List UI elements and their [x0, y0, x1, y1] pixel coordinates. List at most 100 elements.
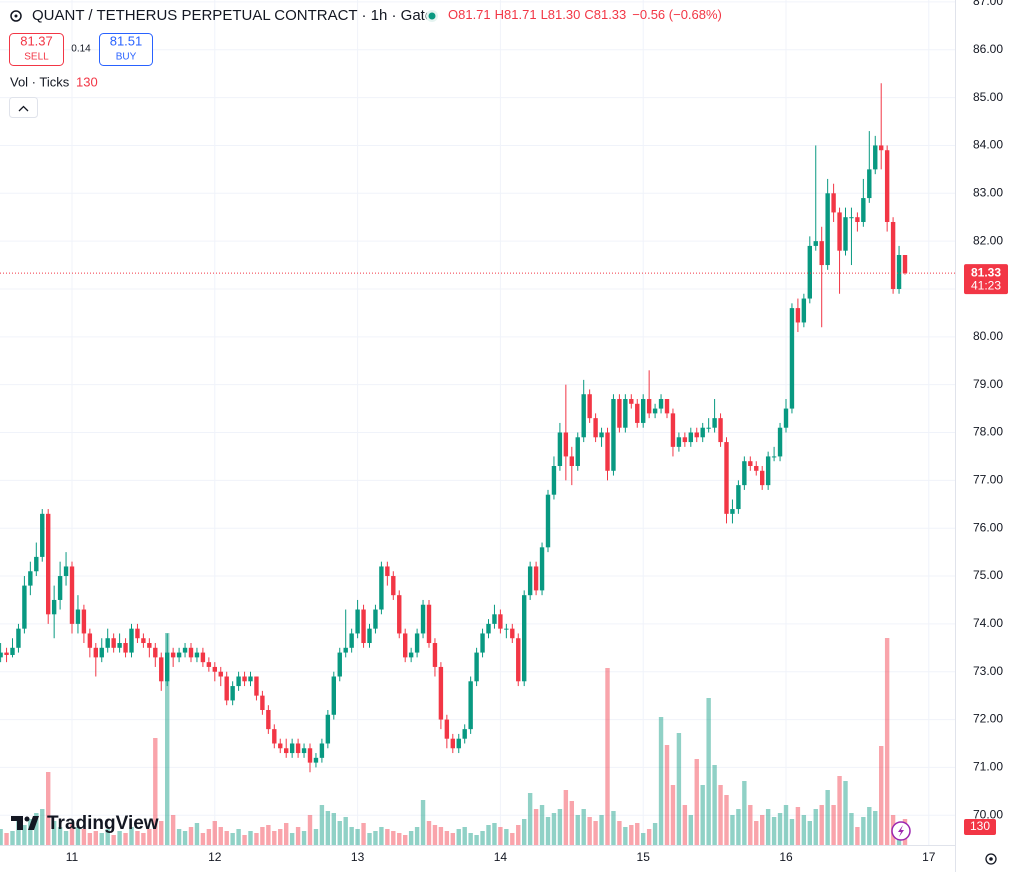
volume-bar [224, 831, 229, 845]
candle-body [444, 719, 450, 739]
volume-bar [855, 827, 860, 845]
x-tick-label: 14 [494, 850, 508, 864]
volume-bar [176, 829, 182, 845]
candle-body [403, 633, 408, 658]
volume-bar [325, 811, 331, 845]
candle-body [319, 743, 325, 758]
candle-body [569, 456, 574, 466]
candle-body [867, 169, 872, 199]
volume-bar [343, 817, 348, 845]
volume-bar [75, 827, 81, 845]
volume-bar [682, 805, 688, 845]
buy-label: BUY [116, 52, 137, 63]
volume-value: 130 [76, 74, 98, 89]
candle-body [236, 676, 241, 687]
sell-price: 81.37 [20, 33, 53, 48]
volume-bar [462, 827, 467, 845]
y-tick-label: 73.00 [973, 664, 1003, 678]
y-tick-label: 76.00 [973, 520, 1003, 534]
candle-body [896, 255, 902, 289]
candle-body [670, 413, 676, 447]
candle-body [694, 432, 699, 438]
candle-body [611, 399, 616, 471]
candle-body [200, 652, 206, 663]
candle-body [873, 145, 878, 170]
candle-body [313, 757, 319, 763]
volume-bar [587, 817, 592, 845]
candle-body [849, 217, 854, 219]
candle-body [783, 408, 789, 428]
y-tick-label: 71.00 [973, 760, 1003, 774]
volume-bar [182, 831, 188, 845]
candle-body [450, 738, 455, 749]
candle-body [391, 576, 396, 596]
brand-name: TradingView [47, 813, 159, 834]
volume-title: Vol · Ticks [10, 74, 70, 89]
y-tick-label: 78.00 [973, 425, 1003, 439]
volume-bar [117, 831, 122, 845]
volume-bar [879, 746, 884, 845]
candle-body [879, 145, 884, 151]
candle-body [51, 599, 57, 615]
volume-bar [307, 815, 313, 845]
candle-body [623, 399, 628, 428]
candle-body [801, 298, 807, 323]
candle-body [795, 308, 801, 323]
volume-bar [771, 817, 777, 845]
volume-bar [295, 827, 301, 845]
candle-body [408, 652, 414, 658]
volume-bar [46, 772, 51, 845]
candle-body [272, 729, 277, 744]
volume-bar [658, 717, 664, 845]
candle-body [498, 614, 503, 629]
candle-body [641, 399, 646, 423]
candle-body [617, 399, 622, 428]
symbol-icon [10, 10, 22, 22]
volume-axis-value: 130 [970, 819, 990, 833]
ohlc-legend: O81.71 H81.71 L81.30 C81.33 −0.56 (−0.68%) [448, 7, 722, 22]
volume-bar [646, 829, 652, 845]
volume-bar [569, 801, 574, 845]
candle-body [718, 418, 723, 443]
candle-body [414, 633, 420, 653]
chart-title: QUANT / TETHERUS PERPETUAL CONTRACT · 1h… [32, 7, 433, 24]
volume-bar [432, 825, 438, 845]
candle-body [75, 609, 81, 624]
candle-body [206, 662, 212, 667]
volume-bar [599, 815, 604, 845]
candle-body [188, 647, 194, 658]
candle-body [349, 633, 354, 648]
change: −0.56 (−0.68%) [632, 7, 722, 22]
candle-body [379, 566, 384, 610]
settings-button[interactable] [985, 853, 997, 865]
alert-button[interactable] [891, 821, 911, 841]
volume-bar [522, 819, 527, 845]
candle-body [438, 666, 444, 720]
buy-button[interactable]: 81.51 BUY [99, 33, 153, 66]
volume-bar [641, 833, 646, 845]
candle-body [385, 566, 390, 577]
volume-bar [135, 831, 140, 845]
volume-bar [492, 823, 497, 845]
candle-body [629, 399, 634, 404]
candle-body [855, 217, 860, 222]
candle-body [218, 671, 223, 677]
candle-body [182, 647, 188, 653]
sell-button[interactable]: 81.37 SELL [9, 33, 64, 66]
y-tick-label: 70.00 [973, 807, 1003, 821]
volume-bar [724, 795, 729, 845]
candle-body [284, 748, 289, 754]
candle-body [652, 408, 658, 414]
volume-bar [367, 833, 372, 845]
volume-bar [575, 815, 580, 845]
volume-bar [129, 827, 134, 845]
y-tick-label: 74.00 [973, 616, 1003, 630]
last-price-box [964, 264, 1008, 295]
candle-body [462, 729, 467, 739]
volume-bar [694, 759, 699, 845]
collapse-button[interactable] [9, 97, 38, 118]
candle-body [176, 652, 182, 658]
candle-body [527, 566, 533, 596]
candle-body [212, 666, 217, 672]
